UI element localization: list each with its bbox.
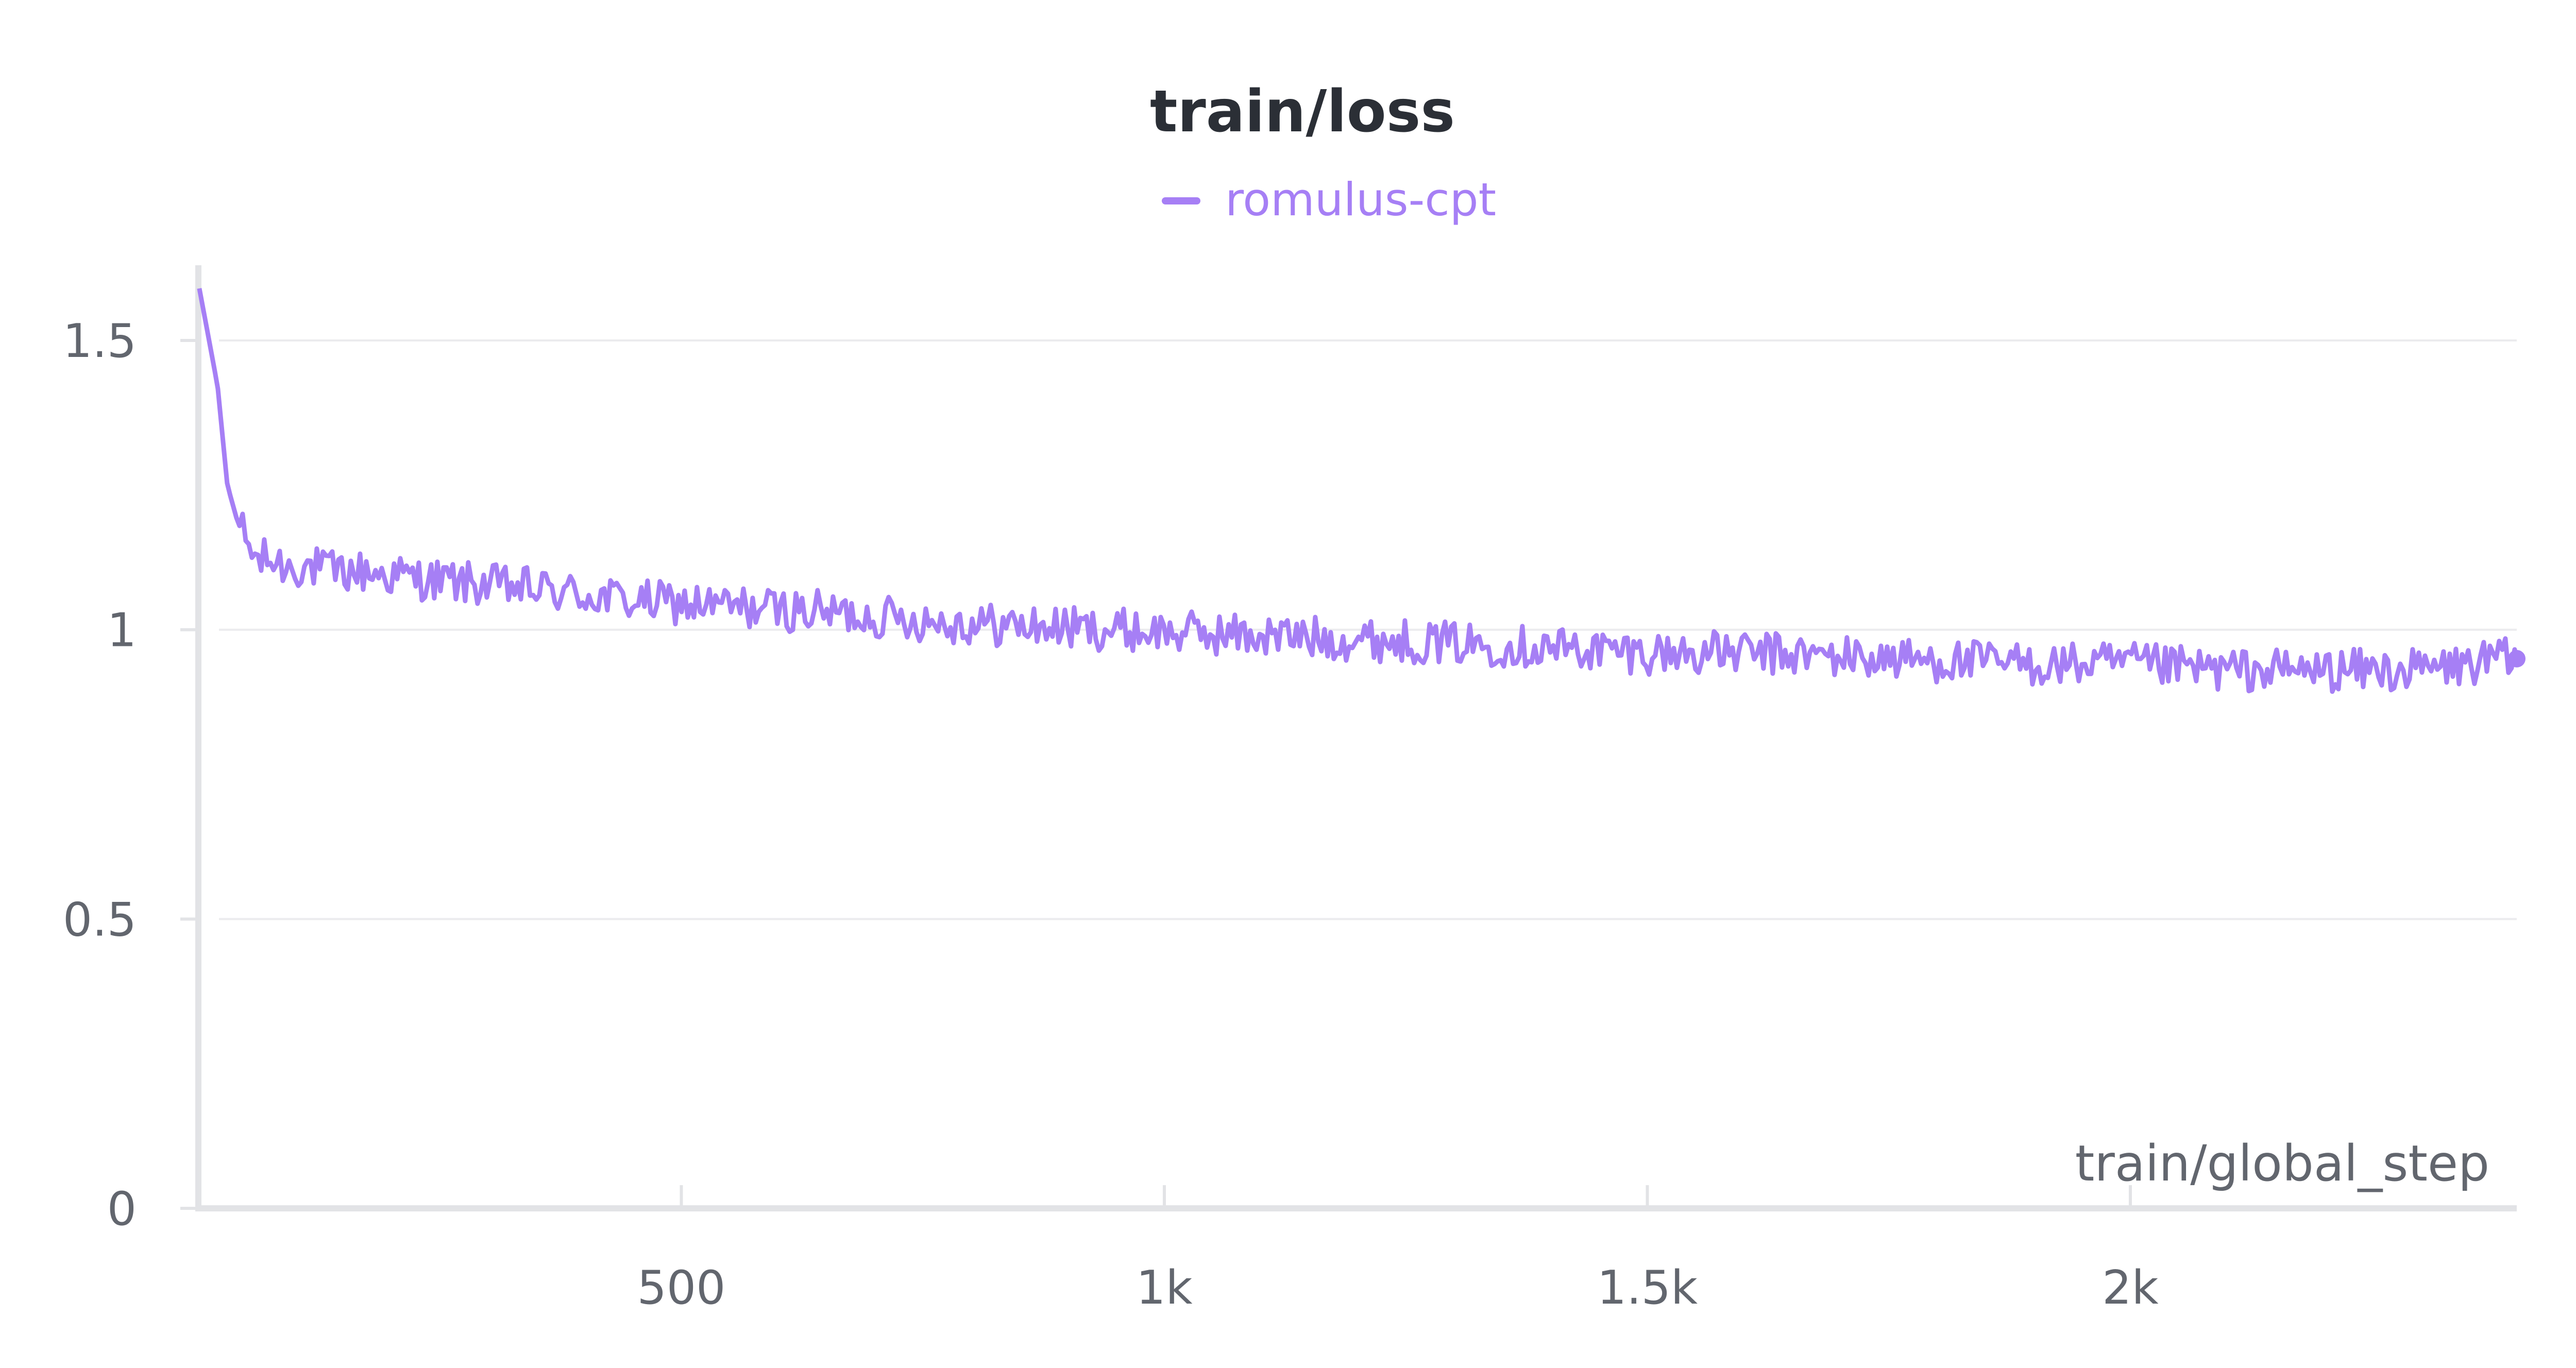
x-tick-label: 1.5k [1597,1261,1698,1315]
y-tick-label: 0.5 [63,893,137,947]
x-axis-label: train/global_step [2075,1135,2489,1192]
y-tick-label: 1.5 [63,314,137,368]
series-layer[interactable] [197,288,2526,694]
legend-swatch [1162,197,1200,204]
x-tick-label: 500 [637,1261,726,1315]
y-axis-ticks: 0 0.5 1 1.5 [63,314,198,1236]
chart-title: train/loss [1150,78,1455,145]
x-tick-label: 2k [2102,1261,2158,1315]
series-endpoint-marker[interactable] [2508,649,2526,668]
x-axis-ticks: 500 1k 1.5k 2k [637,1185,2159,1315]
legend[interactable]: romulus-cpt [1162,173,1496,226]
y-tick-label: 1 [107,604,137,658]
legend-label-romulus-cpt: romulus-cpt [1225,173,1496,226]
y-tick-label: 0 [107,1182,137,1236]
series-line-romulus-cpt[interactable] [197,288,2519,694]
x-tick-label: 1k [1136,1261,1192,1315]
